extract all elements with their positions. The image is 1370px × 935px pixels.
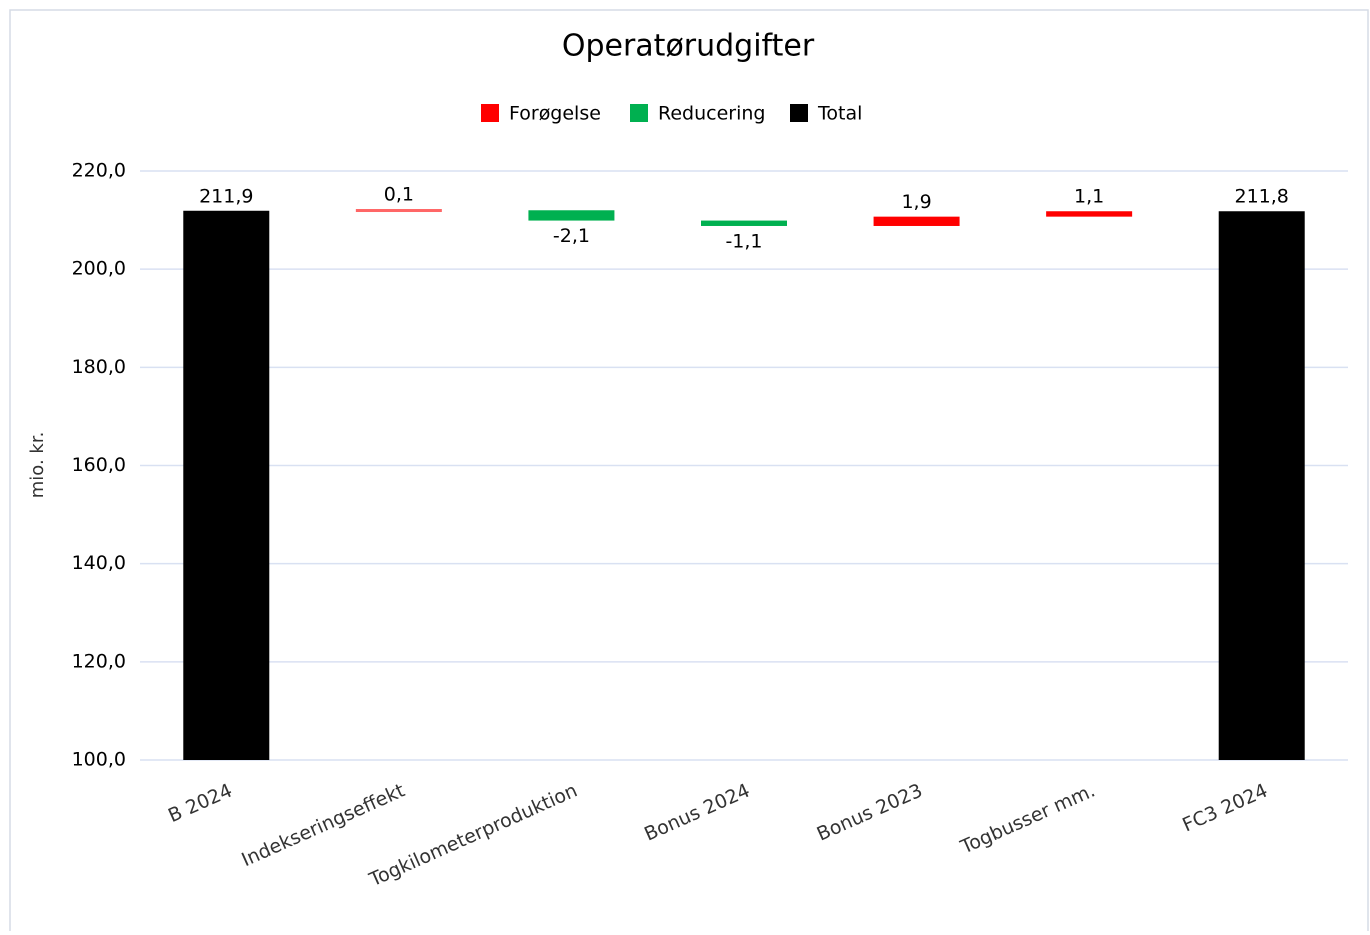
legend-label: Forøgelse bbox=[509, 103, 601, 125]
bar bbox=[355, 209, 442, 213]
legend-swatch bbox=[481, 104, 499, 122]
bar bbox=[1218, 211, 1305, 760]
bar bbox=[873, 216, 960, 226]
value-label: -1,1 bbox=[725, 230, 762, 252]
value-label: 211,9 bbox=[199, 185, 253, 207]
legend-swatch bbox=[630, 104, 648, 122]
chart-title: Operatørudgifter bbox=[562, 29, 815, 64]
y-tick-label: 100,0 bbox=[72, 749, 126, 771]
legend-label: Reducering bbox=[658, 103, 765, 125]
y-tick-label: 140,0 bbox=[72, 552, 126, 574]
value-label: 0,1 bbox=[384, 184, 414, 206]
y-tick-label: 160,0 bbox=[72, 454, 126, 476]
bar bbox=[701, 220, 787, 226]
legend-swatch bbox=[790, 104, 808, 122]
y-tick-label: 220,0 bbox=[72, 160, 126, 182]
bar bbox=[183, 210, 270, 760]
legend-label: Total bbox=[817, 103, 862, 125]
y-tick-label: 180,0 bbox=[72, 356, 126, 378]
value-label: 211,8 bbox=[1235, 186, 1289, 208]
value-label: 1,9 bbox=[901, 191, 931, 213]
y-tick-label: 200,0 bbox=[72, 258, 126, 280]
y-axis-label: mio. kr. bbox=[27, 432, 48, 499]
y-tick-label: 120,0 bbox=[72, 650, 126, 672]
value-label: 1,1 bbox=[1074, 186, 1104, 208]
bar bbox=[528, 210, 615, 221]
bar bbox=[1046, 211, 1133, 217]
value-label: -2,1 bbox=[553, 225, 590, 247]
